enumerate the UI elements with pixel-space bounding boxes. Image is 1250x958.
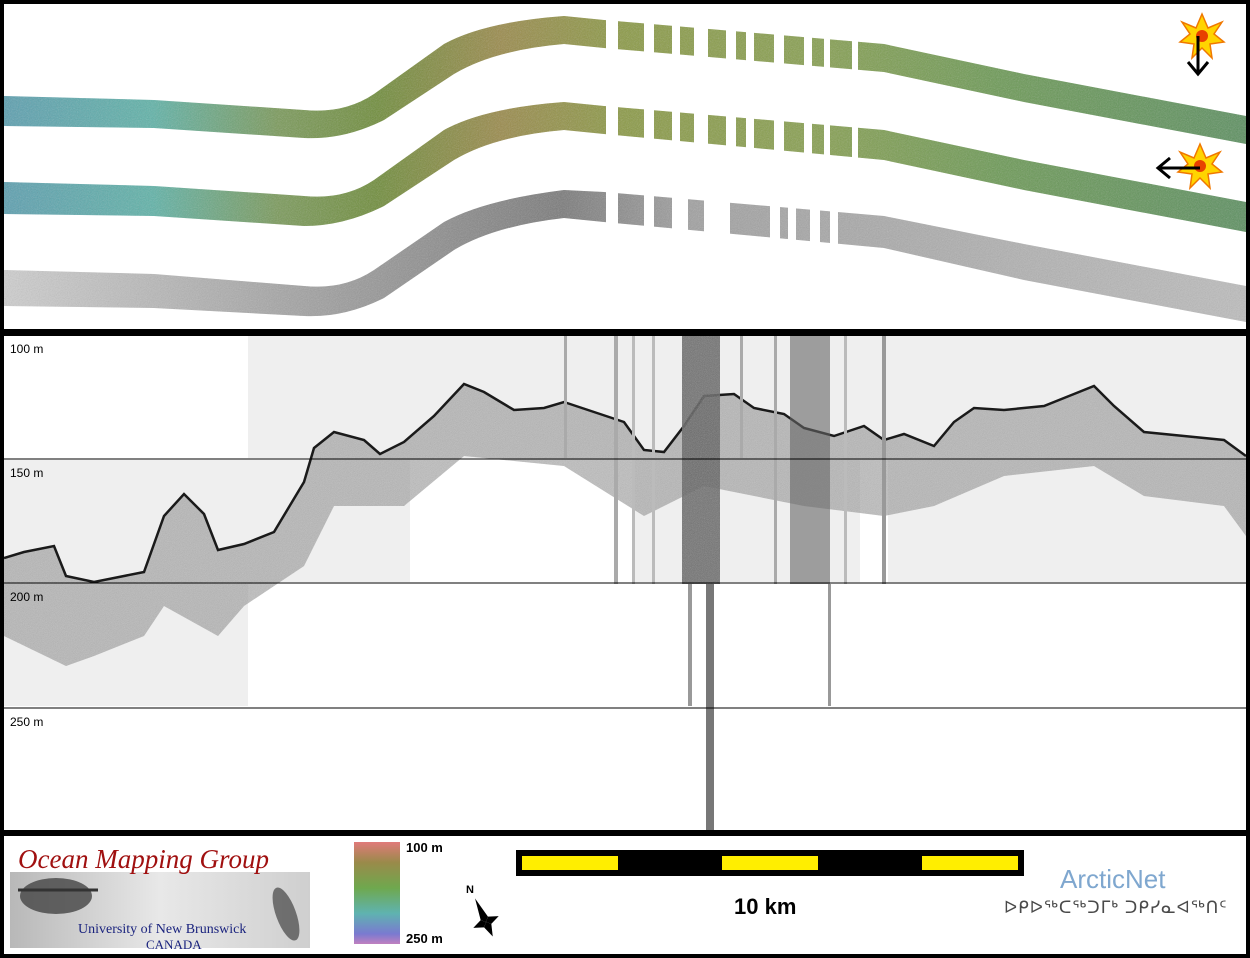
scale-bar-segment-3	[922, 856, 1018, 870]
colorbar-top-label: 100 m	[406, 840, 443, 855]
depth-label-100: 100 m	[10, 342, 44, 356]
noise-bands	[564, 336, 886, 830]
scale-label: 10 km	[734, 894, 797, 919]
depth-colorbar	[354, 842, 400, 944]
depth-label-200: 200 m	[10, 590, 44, 604]
logo-seafloor-image	[10, 872, 310, 948]
depth-gridlines	[4, 458, 1246, 709]
logo-title: Ocean Mapping Group	[18, 844, 269, 874]
arcticnet-syllabics: ᐅᑭᐅᖅᑕᖅᑐᒥᒃ ᑐᑭᓯᓇᐊᖅᑎᑦ	[1004, 898, 1228, 917]
swath-panel	[4, 4, 1246, 329]
scale-bar-segment-1	[522, 856, 618, 870]
sun-icon-top	[1178, 12, 1226, 61]
depth-label-150: 150 m	[10, 466, 44, 480]
colorbar-bottom-label: 250 m	[406, 931, 443, 946]
logo-country: CANADA	[146, 937, 202, 952]
arrow-left-icon	[1155, 156, 1200, 180]
scale-bar	[516, 850, 1024, 876]
profile-plot	[4, 336, 1246, 830]
sun-icon-middle	[1176, 142, 1224, 191]
data-gaps	[606, 14, 858, 250]
scale-bar-segment-2	[722, 856, 818, 870]
swath-map	[4, 12, 1246, 322]
profile-panel: 100 m 150 m 200 m 250 m	[4, 336, 1246, 830]
ocean-mapping-group-logo: Ocean Mapping Group University of New Br…	[8, 838, 312, 952]
arrow-down-icon	[1186, 36, 1210, 77]
seafloor-line	[4, 382, 1246, 584]
legend-panel: Ocean Mapping Group University of New Br…	[4, 836, 1246, 954]
logo-university: University of New Brunswick	[78, 922, 247, 937]
north-label: N	[466, 884, 474, 896]
arcticnet-logo: ArcticNet	[1060, 864, 1166, 894]
north-arrow-icon: N	[462, 884, 506, 940]
depth-label-250: 250 m	[10, 715, 44, 729]
